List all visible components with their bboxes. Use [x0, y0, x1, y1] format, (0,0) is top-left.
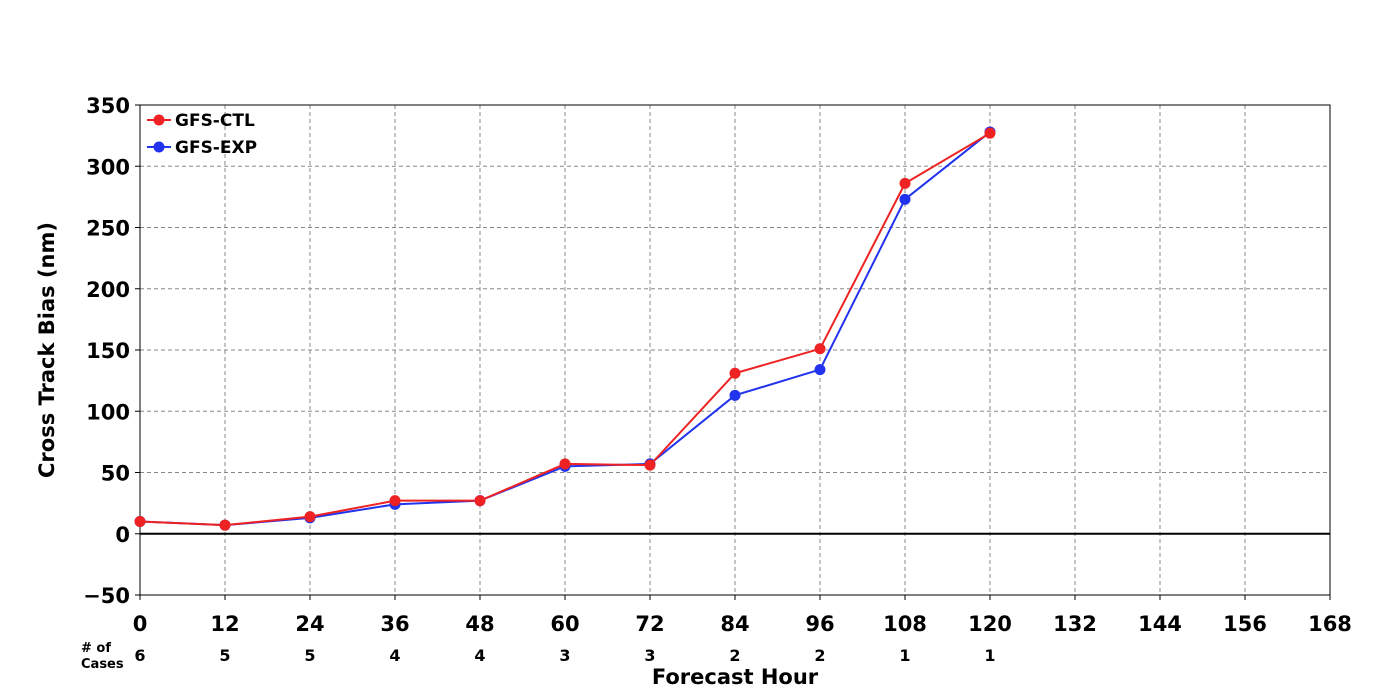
data-point — [899, 193, 911, 205]
x-tick-label: 84 — [720, 612, 749, 636]
cases-header-line2: Cases — [81, 657, 124, 672]
legend: GFS-CTL GFS-EXP — [147, 111, 257, 158]
data-point — [814, 343, 826, 355]
data-point — [729, 389, 741, 401]
data-point — [729, 367, 741, 379]
case-count-label: 1 — [899, 646, 910, 665]
grid — [140, 105, 1330, 595]
data-point — [559, 458, 571, 470]
series-gfs-exp — [134, 126, 996, 531]
case-count-label: 2 — [814, 646, 825, 665]
x-tick-label: 0 — [133, 612, 148, 636]
case-count-label: 2 — [729, 646, 740, 665]
data-point — [134, 516, 146, 527]
x-axis: 0 12 24 36 48 60 72 84 96 108 120 132 144 156 168 — [133, 595, 1352, 636]
y-tick-label: 300 — [86, 155, 130, 179]
data-point — [219, 519, 231, 531]
x-tick-label: 12 — [210, 612, 239, 636]
data-point — [474, 495, 486, 507]
data-point — [814, 364, 826, 376]
x-tick-label: 108 — [883, 612, 927, 636]
case-count-label: 4 — [474, 646, 485, 665]
x-tick-label: 36 — [380, 612, 409, 636]
x-tick-label: 24 — [295, 612, 324, 636]
x-tick-label: 144 — [1138, 612, 1182, 636]
case-count-label: 5 — [219, 646, 230, 665]
y-tick-label: 200 — [86, 278, 130, 302]
data-point — [984, 127, 996, 139]
case-count-label: 6 — [134, 646, 145, 665]
series — [134, 126, 996, 531]
case-count-label: 5 — [304, 646, 315, 665]
legend-label: GFS-EXP — [175, 138, 257, 158]
case-count-label: 1 — [984, 646, 995, 665]
y-tick-label: 250 — [86, 217, 130, 241]
x-tick-label: 96 — [805, 612, 834, 636]
series-gfs-ctl — [134, 127, 996, 531]
y-tick-label: 350 — [86, 94, 130, 118]
legend-marker — [153, 114, 165, 126]
case-count-label: 3 — [644, 646, 655, 665]
x-tick-label: 60 — [550, 612, 579, 636]
legend-label: GFS-CTL — [175, 111, 255, 131]
x-tick-label: 168 — [1308, 612, 1352, 636]
x-tick-label: 156 — [1223, 612, 1267, 636]
case-count-label: 4 — [389, 646, 400, 665]
case-count-label: 3 — [559, 646, 570, 665]
x-tick-label: 48 — [465, 612, 494, 636]
x-tick-label: 132 — [1053, 612, 1097, 636]
legend-item-gfs-exp: GFS-EXP — [147, 138, 257, 158]
cases-row: # of Cases 6 5 5 4 4 3 3 2 2 1 1 — [81, 641, 996, 672]
legend-marker — [153, 141, 165, 153]
data-point — [304, 511, 316, 523]
x-axis-title: Forecast Hour — [652, 665, 819, 689]
y-tick-label: −50 — [83, 584, 130, 608]
y-axis-title: Cross Track Bias (nm) — [35, 222, 59, 478]
data-point — [389, 495, 401, 507]
data-point — [899, 177, 911, 189]
y-tick-label: 100 — [86, 400, 130, 424]
legend-item-gfs-ctl: GFS-CTL — [147, 111, 255, 131]
cases-header-line1: # of — [81, 641, 111, 656]
y-axis: −50 0 50 100 150 200 250 300 350 — [83, 94, 140, 608]
data-point — [644, 459, 656, 471]
x-tick-label: 120 — [968, 612, 1012, 636]
y-tick-label: 150 — [86, 339, 130, 363]
y-tick-label: 0 — [115, 523, 130, 547]
y-tick-label: 50 — [101, 462, 130, 486]
x-tick-label: 72 — [635, 612, 664, 636]
